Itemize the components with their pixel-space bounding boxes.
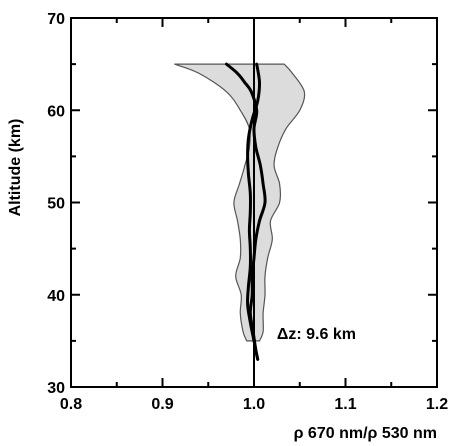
x-tick-label: 0.8	[60, 396, 82, 413]
x-tick-label: 1.0	[243, 396, 265, 413]
profile-line-2	[246, 62, 262, 361]
y-tick-label: 30	[47, 380, 65, 397]
band-layer	[174, 63, 306, 342]
x-tick-label: 1.2	[426, 396, 448, 413]
y-axis-label: Altitude (km)	[7, 119, 24, 217]
x-tick-label: 1.1	[334, 396, 356, 413]
x-axis-label: ρ 670 nm/ρ 530 nm	[294, 425, 437, 442]
line-layer	[225, 62, 267, 361]
variability-band	[174, 63, 306, 342]
annotation-delta-z: Δz: 9.6 km	[277, 326, 356, 343]
y-tick-label: 70	[47, 11, 65, 28]
profile-line-1	[225, 62, 267, 361]
y-tick-label: 50	[47, 196, 65, 213]
x-tick-label: 0.9	[151, 396, 173, 413]
y-tick-label: 60	[47, 103, 65, 120]
tick-label-layer: 0.8 0.9 1.0 1.1 1.2 30 40 50 60 70	[47, 11, 448, 413]
y-tick-label: 40	[47, 288, 65, 305]
tick-layer	[70, 17, 438, 388]
